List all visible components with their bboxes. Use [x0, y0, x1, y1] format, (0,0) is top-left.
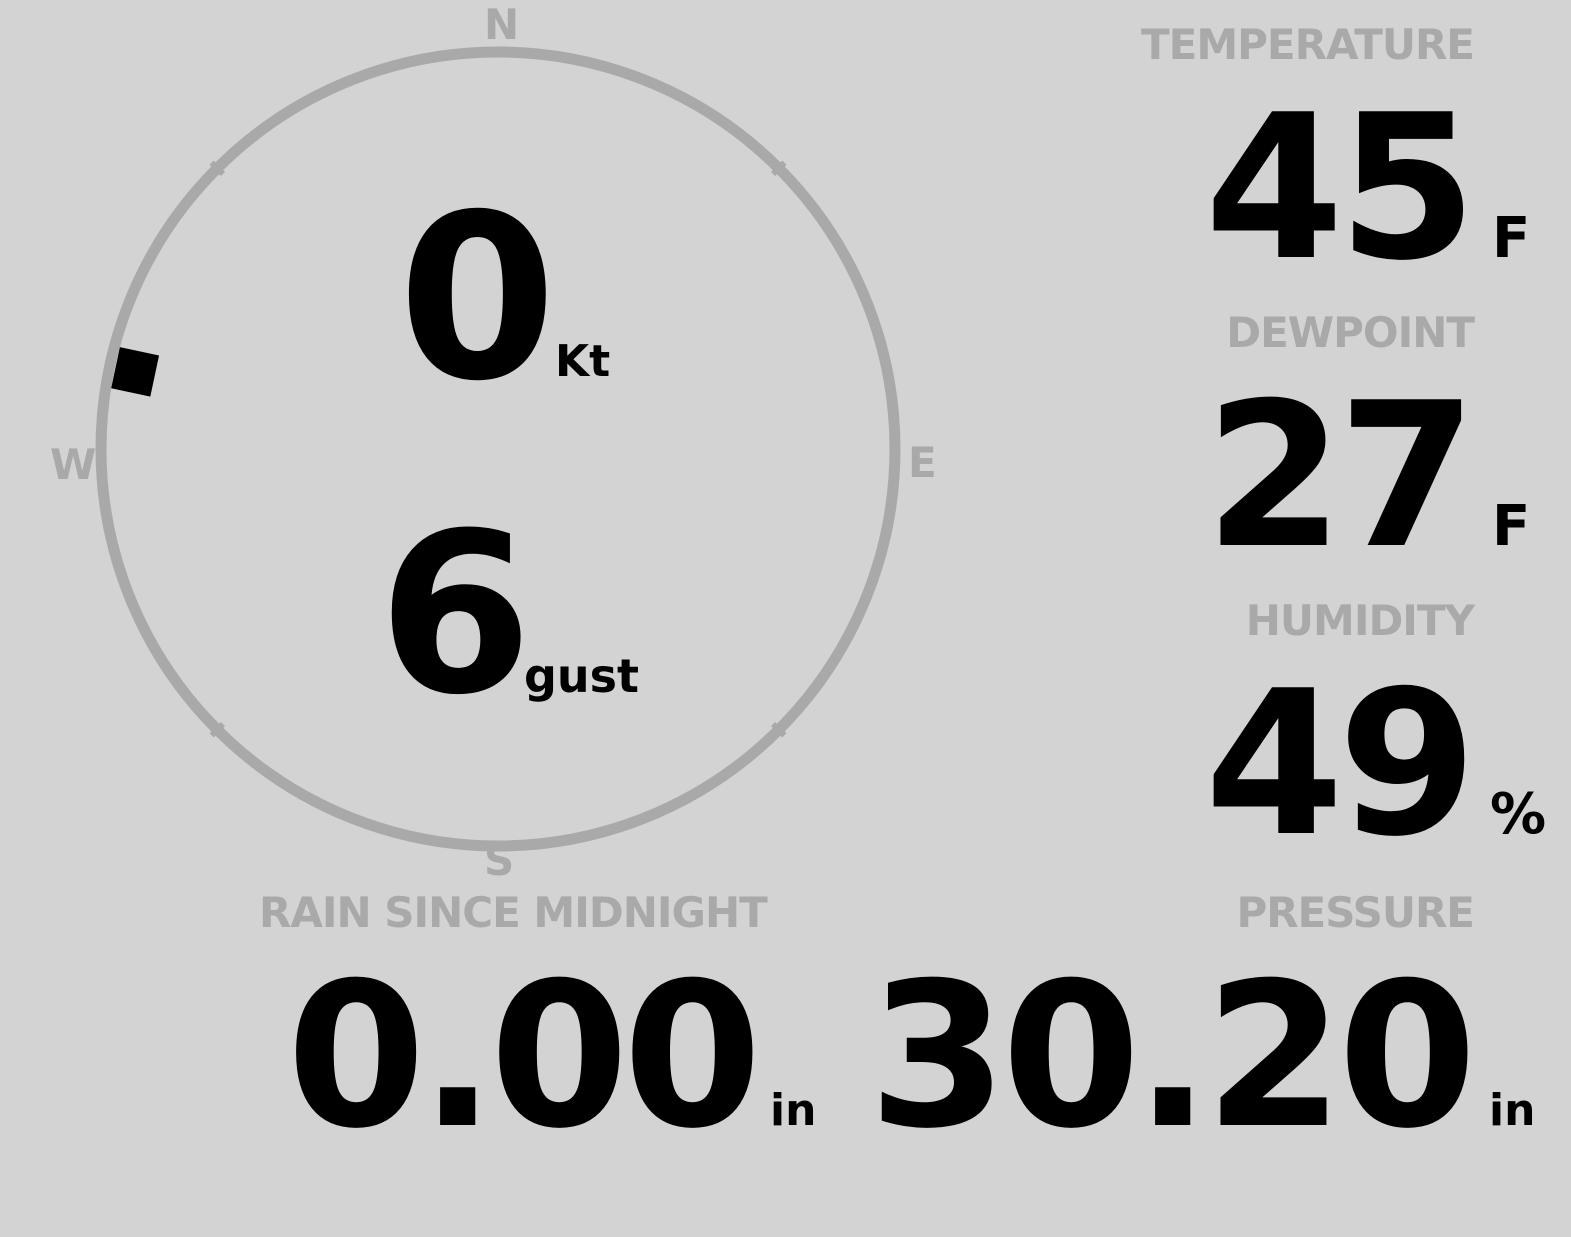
dewpoint-unit: F: [1492, 494, 1531, 559]
rain-unit: in: [770, 1085, 817, 1136]
pressure-unit: in: [1489, 1085, 1536, 1136]
compass-tick: [209, 721, 226, 738]
humidity-label: HUMIDITY: [1245, 596, 1475, 645]
temperature-value: 45: [1204, 72, 1477, 305]
rain-value: 0.00: [286, 940, 762, 1173]
temperature-unit: F: [1492, 206, 1531, 271]
temperature-label: TEMPERATURE: [1141, 20, 1475, 69]
compass-tick: [770, 160, 787, 177]
rain-label: RAIN SINCE MIDNIGHT: [259, 888, 768, 937]
compass-east-label: E: [908, 438, 937, 487]
compass-north-label: N: [484, 0, 519, 49]
wind-direction-marker: [111, 347, 160, 397]
humidity-value: 49: [1204, 648, 1477, 881]
wind-gust-value: 6: [378, 486, 532, 744]
humidity-unit: %: [1490, 782, 1547, 847]
pressure-label: PRESSURE: [1236, 888, 1475, 937]
wind-speed-value: 0: [398, 165, 557, 431]
compass-tick: [209, 160, 226, 177]
wind-gust-unit: gust: [524, 649, 640, 703]
compass-tick: [770, 721, 787, 738]
pressure-value: 30.20: [868, 940, 1477, 1173]
compass-west-label: W: [50, 440, 96, 489]
wind-speed-unit: Kt: [555, 336, 611, 387]
compass-south-label: S: [484, 836, 514, 885]
dewpoint-value: 27: [1204, 360, 1477, 593]
compass-ring: [95, 46, 901, 852]
dewpoint-label: DEWPOINT: [1226, 308, 1475, 357]
